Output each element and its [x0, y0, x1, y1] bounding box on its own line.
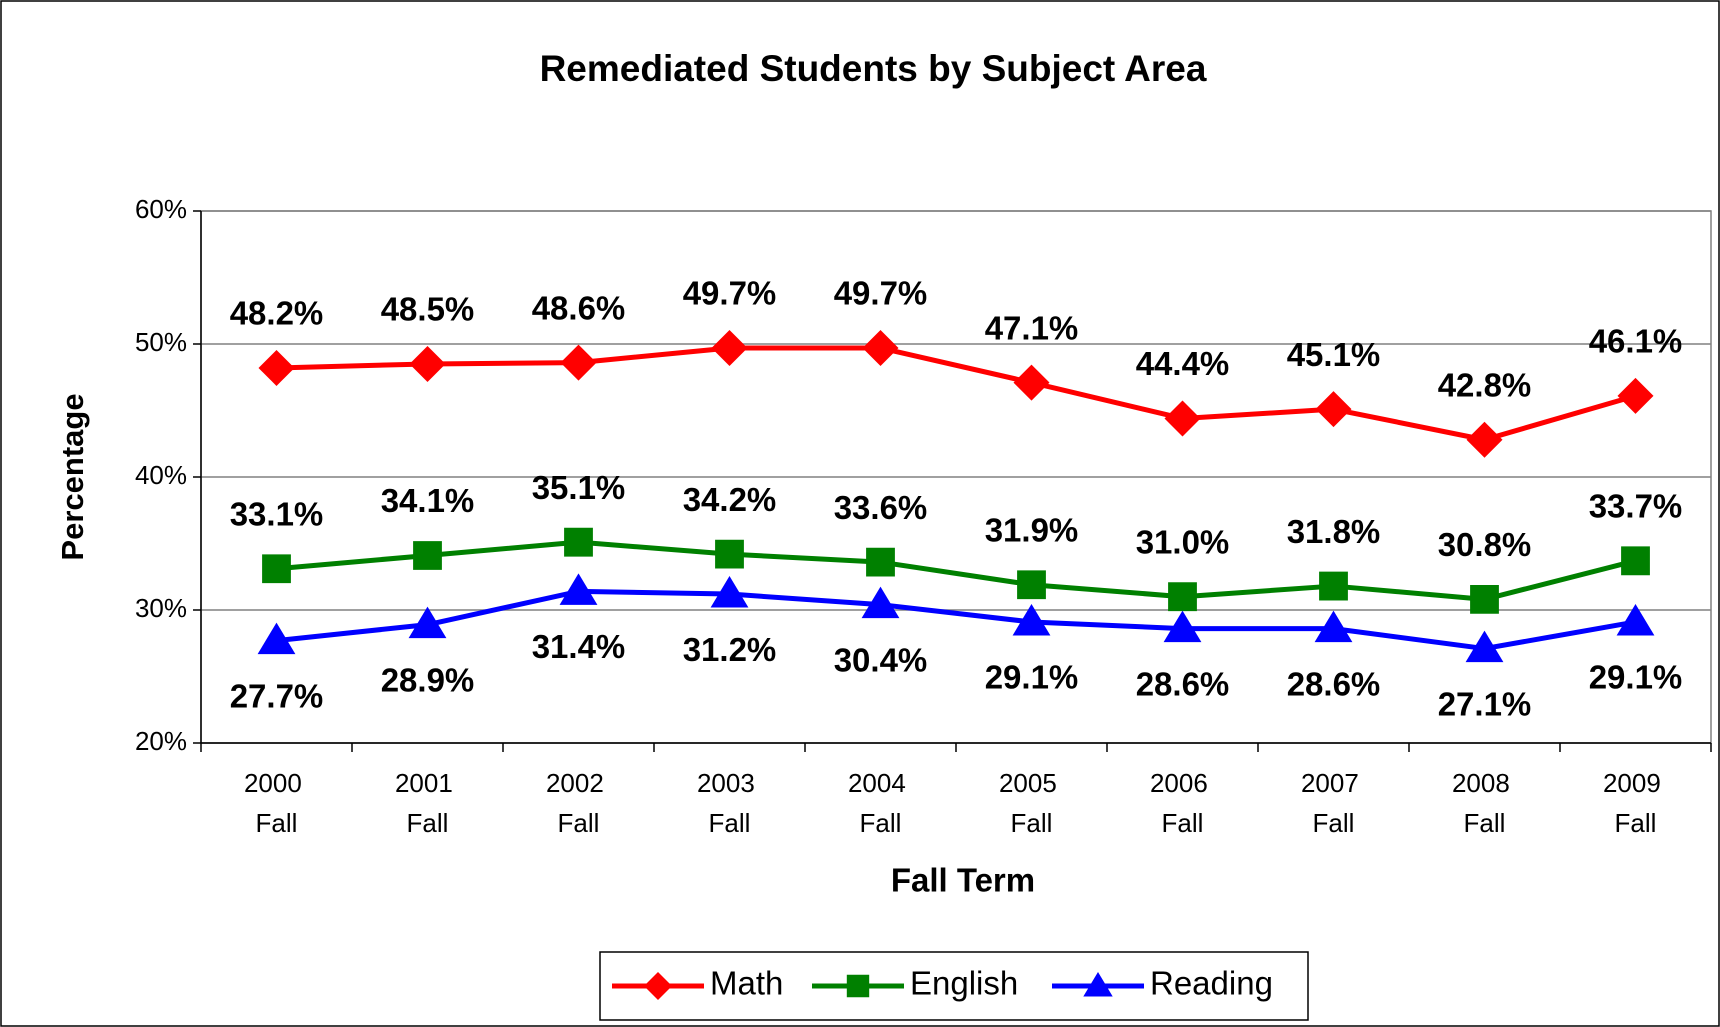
marker — [1163, 610, 1202, 643]
marker — [1616, 603, 1655, 636]
x-tick-label: 2007 Fall — [1301, 768, 1366, 838]
data-label: 44.4% — [1136, 345, 1230, 382]
data-label: 31.0% — [1136, 523, 1230, 560]
data-label: 27.1% — [1438, 685, 1532, 722]
marker — [1012, 603, 1051, 636]
x-tick-label: 2008 Fall — [1452, 768, 1517, 838]
marker — [1617, 377, 1654, 414]
marker — [644, 972, 672, 1000]
marker — [846, 974, 870, 998]
legend-label: Reading — [1150, 965, 1273, 1002]
marker — [413, 541, 442, 570]
data-label: 30.8% — [1438, 526, 1532, 563]
data-label: 33.7% — [1589, 488, 1683, 525]
x-tick-label: 2000 Fall — [244, 768, 309, 838]
marker — [1315, 391, 1352, 428]
y-tick-label: 30% — [135, 593, 187, 623]
x-tick-label: 2002 Fall — [546, 768, 611, 838]
data-label: 48.5% — [381, 291, 475, 328]
y-tick-label: 40% — [135, 460, 187, 490]
data-label: 45.1% — [1287, 336, 1381, 373]
x-tick-label: 2001 Fall — [395, 768, 460, 838]
data-label: 28.6% — [1287, 665, 1381, 702]
marker — [715, 539, 744, 569]
marker — [559, 573, 598, 605]
x-tick-label: 2004 Fall — [848, 768, 913, 838]
series-line — [276, 539, 1637, 602]
x-axis-title: Fall Term — [891, 862, 1035, 899]
data-label: 34.2% — [683, 481, 777, 518]
chart-title: Remediated Students by Subject Area — [540, 48, 1207, 89]
x-tick-label: 2009 Fall — [1603, 768, 1668, 838]
legend-label: English — [910, 965, 1018, 1002]
marker — [1470, 584, 1499, 614]
marker — [866, 547, 895, 577]
data-label: 30.4% — [834, 641, 928, 678]
y-tick-label: 60% — [135, 194, 187, 224]
marker — [1083, 972, 1113, 997]
data-label: 31.2% — [683, 631, 777, 668]
marker — [408, 606, 447, 639]
x-tick-label: 2003 Fall — [697, 768, 762, 838]
y-tick-label: 50% — [135, 327, 187, 357]
y-axis-title: Percentage — [55, 393, 90, 560]
marker — [257, 622, 296, 655]
marker — [711, 329, 748, 366]
marker — [409, 345, 446, 382]
data-label: 49.7% — [683, 275, 777, 312]
marker — [560, 344, 597, 381]
x-tick-label: 2005 Fall — [999, 768, 1064, 838]
data-label: 48.6% — [532, 289, 626, 326]
series-line — [276, 588, 1636, 652]
marker — [1621, 546, 1650, 576]
marker — [1168, 582, 1197, 612]
y-tick-label: 20% — [135, 726, 187, 756]
data-label: 31.9% — [985, 511, 1079, 548]
data-label: 31.8% — [1287, 513, 1381, 550]
marker — [1017, 570, 1046, 600]
marker — [861, 586, 900, 619]
x-tick-label: 2006 Fall — [1150, 768, 1215, 838]
data-label: 31.4% — [532, 628, 626, 665]
data-label: 28.6% — [1136, 665, 1230, 702]
marker — [1013, 364, 1050, 401]
marker — [862, 329, 899, 366]
marker — [262, 554, 291, 584]
data-label: 42.8% — [1438, 366, 1532, 403]
data-label: 49.7% — [834, 275, 928, 312]
marker — [258, 349, 295, 386]
marker — [564, 527, 593, 557]
data-label: 33.6% — [834, 489, 928, 526]
data-label: 29.1% — [985, 659, 1079, 696]
data-label: 35.1% — [532, 469, 626, 506]
marker — [1465, 630, 1504, 663]
data-label: 33.1% — [230, 495, 324, 532]
marker — [710, 576, 749, 608]
data-label: 48.2% — [230, 295, 324, 332]
marker — [1164, 400, 1201, 437]
data-label: 28.9% — [381, 661, 475, 698]
data-label: 46.1% — [1589, 323, 1683, 360]
series-line — [276, 345, 1637, 443]
data-label: 34.1% — [381, 482, 475, 519]
legend-label: Math — [710, 965, 783, 1002]
data-label: 29.1% — [1589, 659, 1683, 696]
marker — [1466, 421, 1503, 458]
legend-box — [599, 951, 1309, 1021]
data-label: 27.7% — [230, 677, 324, 714]
marker — [1314, 610, 1353, 643]
marker — [1319, 571, 1348, 601]
data-label: 47.1% — [985, 309, 1079, 346]
